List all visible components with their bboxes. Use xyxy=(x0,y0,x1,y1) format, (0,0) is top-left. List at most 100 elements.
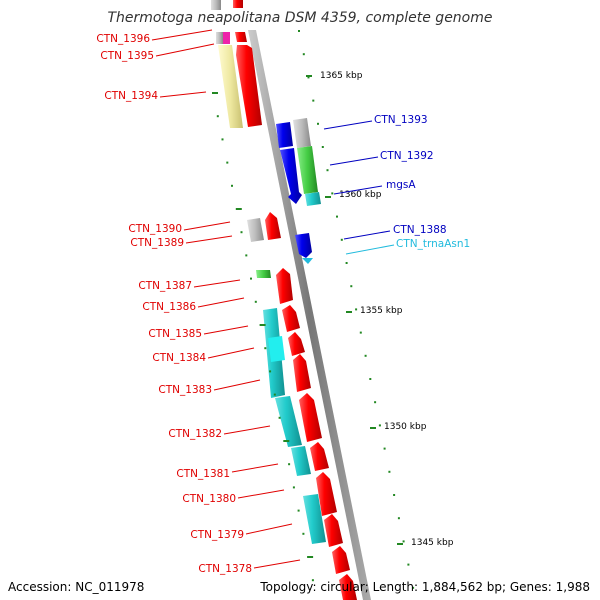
scale-tick-mark xyxy=(312,99,315,102)
scale-tick-mark xyxy=(278,416,281,419)
label-ctn1386[interactable]: CTN_1386 xyxy=(142,301,196,313)
cds-ctn1395[interactable] xyxy=(236,45,262,127)
label-ctn1380[interactable]: CTN_1380 xyxy=(182,493,236,505)
leader-mgsa xyxy=(333,185,383,195)
cog-ctn1394-yellow xyxy=(218,45,243,128)
label-ctn1388[interactable]: CTN_1388 xyxy=(393,224,447,236)
scale-tick-mark xyxy=(273,393,276,396)
scale-tick-mark xyxy=(383,447,386,450)
cds-ctn1396[interactable] xyxy=(235,32,247,42)
leader-ctn1393 xyxy=(323,120,373,130)
cds-ctn1385[interactable] xyxy=(288,332,305,356)
label-ctn1379[interactable]: CTN_1379 xyxy=(190,529,244,541)
map-title: Thermotoga neapolitana DSM 4359, complet… xyxy=(108,10,493,26)
scale-tick-mark xyxy=(259,324,266,326)
scale-tick-mark xyxy=(250,277,252,280)
label-ctn1389[interactable]: CTN_1389 xyxy=(130,237,184,249)
genome-backbone xyxy=(248,30,371,600)
feature-top-red xyxy=(233,0,243,8)
cds-ctn1378[interactable] xyxy=(339,574,357,600)
cds-ctn1388[interactable] xyxy=(295,233,312,258)
leader-ctn1387 xyxy=(193,279,241,288)
scale-tick-mark xyxy=(407,563,410,566)
label-ctn1390[interactable]: CTN_1390 xyxy=(128,223,182,235)
cds-ctn1387[interactable] xyxy=(276,268,293,304)
label-mgsa[interactable]: mgsA xyxy=(386,179,416,191)
label-ctn1392[interactable]: CTN_1392 xyxy=(380,150,434,162)
label-trnaasn1[interactable]: CTN_trnaAsn1 xyxy=(396,238,470,250)
scale-tick-mark xyxy=(264,347,267,350)
label-ctn1387[interactable]: CTN_1387 xyxy=(138,280,192,292)
trna-asn1[interactable] xyxy=(302,258,313,264)
scale-tick-mark xyxy=(393,494,396,496)
scale-tick-mark xyxy=(292,486,295,489)
label-ctn1378[interactable]: CTN_1378 xyxy=(198,563,252,575)
scale-tick-mark xyxy=(331,192,334,195)
label-ctn1384[interactable]: CTN_1384 xyxy=(152,352,206,364)
scale-tick-mark xyxy=(254,300,257,303)
label-ctn1394[interactable]: CTN_1394 xyxy=(104,90,158,102)
scale-tick-mark xyxy=(336,215,338,218)
leader-ctn1388 xyxy=(343,230,391,240)
scale-tick-mark xyxy=(269,370,272,373)
leader-ctn1385 xyxy=(203,325,249,335)
label-ctn1383[interactable]: CTN_1383 xyxy=(158,384,212,396)
scale-tick-mark xyxy=(345,262,348,264)
scale-tick-mark xyxy=(311,579,314,582)
label-ctn1393[interactable]: CTN_1393 xyxy=(374,114,428,126)
scale-tick-mark xyxy=(374,401,377,404)
cog-ctn1383-cyan xyxy=(275,396,302,447)
scale-tick-mark xyxy=(298,30,300,32)
cds-ctn1381[interactable] xyxy=(316,472,337,516)
leader-ctn1384 xyxy=(207,347,255,359)
cds-ctn1384[interactable] xyxy=(293,354,311,392)
leader-ctn1381 xyxy=(231,463,279,473)
cds-ctn1380[interactable] xyxy=(324,514,343,547)
scale-tick-mark xyxy=(302,532,305,535)
left-gene-labels: CTN_1396 CTN_1395 CTN_1394 CTN_1390 CTN_… xyxy=(96,29,301,575)
label-ctn1396[interactable]: CTN_1396 xyxy=(96,33,150,45)
reverse-cds-track xyxy=(276,122,313,264)
scale-tick-mark xyxy=(302,53,305,56)
cds-ctn1390[interactable] xyxy=(265,212,281,240)
tick-label-1365: 1365 kbp xyxy=(320,71,363,81)
scale-tick-mark xyxy=(221,138,224,141)
scale-tick-mark xyxy=(245,254,248,257)
scale-tick-mark xyxy=(321,146,324,148)
scale-tick-mark xyxy=(307,556,314,558)
leader-ctn1395 xyxy=(155,43,215,57)
reverse-cog-track xyxy=(293,118,321,206)
cds-ctn1379[interactable] xyxy=(332,546,350,574)
cog-mgsa-cyan xyxy=(305,192,321,206)
forward-cds-track xyxy=(235,32,357,600)
scale-tick-mark xyxy=(350,285,353,288)
scale-tick-mark xyxy=(369,378,372,380)
tick-label-1350: 1350 kbp xyxy=(384,422,427,432)
label-ctn1395[interactable]: CTN_1395 xyxy=(100,50,154,62)
label-ctn1382[interactable]: CTN_1382 xyxy=(168,428,222,440)
leader-ctn1392 xyxy=(329,156,379,166)
scale-tick-mark xyxy=(226,161,229,164)
topology-summary: Topology: circular; Length: 1,884,562 bp… xyxy=(260,580,590,594)
scale-labels: 1365 kbp 1360 kbp 1355 kbp 1350 kbp 1345… xyxy=(306,71,454,548)
cds-ctn1383[interactable] xyxy=(299,393,322,442)
leader-ctn1394 xyxy=(159,91,207,98)
cds-ctn1386[interactable] xyxy=(282,305,300,332)
cog-ctn1387-green xyxy=(256,270,271,278)
tick-label-1360: 1360 kbp xyxy=(339,190,382,200)
right-gene-labels: CTN_1393 CTN_1392 mgsA CTN_1388 CTN_trna… xyxy=(323,114,470,255)
label-ctn1385[interactable]: CTN_1385 xyxy=(148,328,202,340)
scale-tick-mark xyxy=(283,440,290,442)
scale-tick-mark xyxy=(288,463,291,466)
cog-ctn1393-gray xyxy=(293,118,311,148)
cds-ctn1392[interactable] xyxy=(280,148,302,204)
scale-tick-mark xyxy=(231,184,233,187)
leader-ctn1379 xyxy=(245,523,293,535)
accession-text: Accession: NC_011978 xyxy=(8,580,145,594)
leader-ctn1390 xyxy=(183,221,231,231)
cds-ctn1382[interactable] xyxy=(310,442,329,471)
cds-ctn1393[interactable] xyxy=(276,122,293,148)
label-ctn1381[interactable]: CTN_1381 xyxy=(176,468,230,480)
scale-tick-mark xyxy=(235,208,242,210)
